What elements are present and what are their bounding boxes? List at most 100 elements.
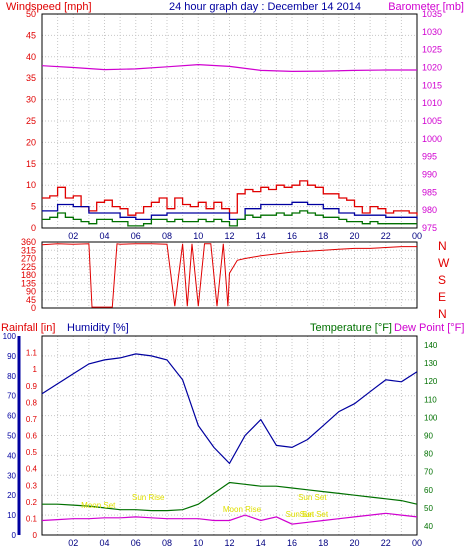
temperature-tick-label: 60 xyxy=(424,486,433,495)
rain-tick-label: 1 xyxy=(33,365,38,374)
compass-label: N xyxy=(438,239,447,253)
barometer-tick-label: 990 xyxy=(422,170,437,180)
wind-x-tick-label: 18 xyxy=(318,231,328,241)
rain-tick-label: 0 xyxy=(33,531,38,540)
rain-tick-label: 0.8 xyxy=(26,398,38,407)
wind-tick-label: 0 xyxy=(31,223,36,233)
direction-tick-label: 315 xyxy=(21,245,36,255)
climate-x-tick-label: 14 xyxy=(256,538,266,548)
temperature-tick-label: 90 xyxy=(424,432,433,441)
rain-tick-label: 0.5 xyxy=(26,448,38,457)
chart-title: 24 hour graph day : December 14 2014 xyxy=(169,1,361,13)
wind-tick-label: 5 xyxy=(31,202,36,212)
wind-tick-label: 50 xyxy=(26,9,36,19)
wind-x-tick-label: 22 xyxy=(381,231,391,241)
rain-tick-label: 0.3 xyxy=(26,481,38,490)
wind-x-tick-label: 12 xyxy=(224,231,234,241)
climate-x-tick-label: 02 xyxy=(68,538,78,548)
barometer-tick-label: 1005 xyxy=(422,116,442,126)
compass-label: W xyxy=(438,256,450,270)
gust-line xyxy=(42,180,418,216)
temperature-tick-label: 40 xyxy=(424,522,433,531)
humidity-tick-label: 50 xyxy=(7,432,16,441)
wind-x-tick-label: 02 xyxy=(68,231,78,241)
wind-x-tick-label: 04 xyxy=(99,231,109,241)
humidity-tick-label: 90 xyxy=(7,352,16,361)
direction-tick-label: 135 xyxy=(21,278,36,288)
wind-tick-label: 10 xyxy=(26,180,36,190)
humidity-line xyxy=(41,353,418,465)
direction-tick-label: 225 xyxy=(21,262,36,272)
wind-x-tick-label: 14 xyxy=(256,231,266,241)
temperature-tick-label: 80 xyxy=(424,450,433,459)
dew-point-line xyxy=(41,512,418,525)
wind-x-tick-label: 06 xyxy=(131,231,141,241)
rain-tick-label: 0.2 xyxy=(26,498,38,507)
humidity-tick-label: 60 xyxy=(7,412,16,421)
wind-tick-label: 35 xyxy=(26,73,36,83)
rain-tick-label: 0.1 xyxy=(26,514,38,523)
wind-axis-title: Windspeed [mph] xyxy=(6,1,92,13)
wind-panel-frame xyxy=(41,13,418,229)
wind-tick-label: 40 xyxy=(26,52,36,62)
rain-tick-label: 1.1 xyxy=(26,349,38,358)
climate-x-tick-label: 20 xyxy=(349,538,359,548)
sun-moon-annotation: Moon Rise xyxy=(223,505,262,514)
sun-moon-annotation: Sun Rise xyxy=(132,493,165,502)
humidity-tick-label: 20 xyxy=(7,491,16,500)
wind-average-line xyxy=(42,210,417,227)
climate-x-tick-label: 12 xyxy=(224,538,234,548)
humidity-axis-title: Humidity [%] xyxy=(67,322,129,334)
climate-x-tick-label: 22 xyxy=(381,538,391,548)
temperature-tick-label: 130 xyxy=(424,359,438,368)
humidity-tick-label: 30 xyxy=(7,471,16,480)
wind-x-tick-label: 16 xyxy=(287,231,297,241)
direction-tick-label: 0 xyxy=(31,303,36,313)
sun-moon-annotation: Moon Set xyxy=(81,501,116,510)
humidity-tick-label: 0 xyxy=(12,531,17,540)
humidity-tick-label: 10 xyxy=(7,511,16,520)
climate-x-tick-label: 10 xyxy=(193,538,203,548)
direction-tick-label: 90 xyxy=(26,287,36,297)
barometer-tick-label: 1035 xyxy=(422,9,442,19)
temperature-line xyxy=(42,481,418,512)
barometer-tick-label: 1030 xyxy=(422,27,442,37)
barometer-axis-title: Barometer [mb] xyxy=(388,1,464,13)
sun-moon-annotation: Sun Set xyxy=(298,493,327,502)
humidity-tick-label: 40 xyxy=(7,451,16,460)
humidity-tick-label: 70 xyxy=(7,392,16,401)
barometer-tick-label: 1015 xyxy=(422,80,442,90)
barometer-tick-label: 1025 xyxy=(422,45,442,55)
barometer-tick-label: 995 xyxy=(422,152,437,162)
chart-layer: 0510152025303540455097598098599099510001… xyxy=(3,9,450,548)
temperature-axis-title: Temperature [°F] xyxy=(310,322,392,334)
temperature-tick-label: 50 xyxy=(424,504,433,513)
temperature-tick-label: 100 xyxy=(424,413,438,422)
wind-x-tick-label: 08 xyxy=(162,231,172,241)
temperature-tick-label: 140 xyxy=(424,341,438,350)
wind-tick-label: 45 xyxy=(26,30,36,40)
rainfall-axis-title: Rainfall [in] xyxy=(1,322,55,334)
compass-label: E xyxy=(438,290,446,304)
wind-tick-label: 15 xyxy=(26,159,36,169)
wind-x-tick-label: 10 xyxy=(193,231,203,241)
sun-moon-annotation: Sun Set xyxy=(300,510,329,519)
wind-x-tick-label: 20 xyxy=(349,231,359,241)
climate-x-tick-label: 04 xyxy=(99,538,109,548)
wind-tick-label: 20 xyxy=(26,137,36,147)
temperature-tick-label: 110 xyxy=(424,395,437,404)
humidity-tick-label: 100 xyxy=(3,332,17,341)
climate-x-tick-label: 16 xyxy=(287,538,297,548)
direction-tick-label: 270 xyxy=(21,254,36,264)
climate-x-tick-label: 00 xyxy=(412,538,422,548)
compass-label: S xyxy=(438,273,446,287)
temperature-tick-label: 120 xyxy=(424,377,438,386)
barometer-tick-label: 1000 xyxy=(422,134,442,144)
climate-x-tick-label: 18 xyxy=(318,538,328,548)
climate-panel-frame xyxy=(41,335,418,536)
rain-tick-label: 0.7 xyxy=(26,415,38,424)
climate-x-tick-label: 08 xyxy=(162,538,172,548)
barometer-line xyxy=(41,63,417,73)
